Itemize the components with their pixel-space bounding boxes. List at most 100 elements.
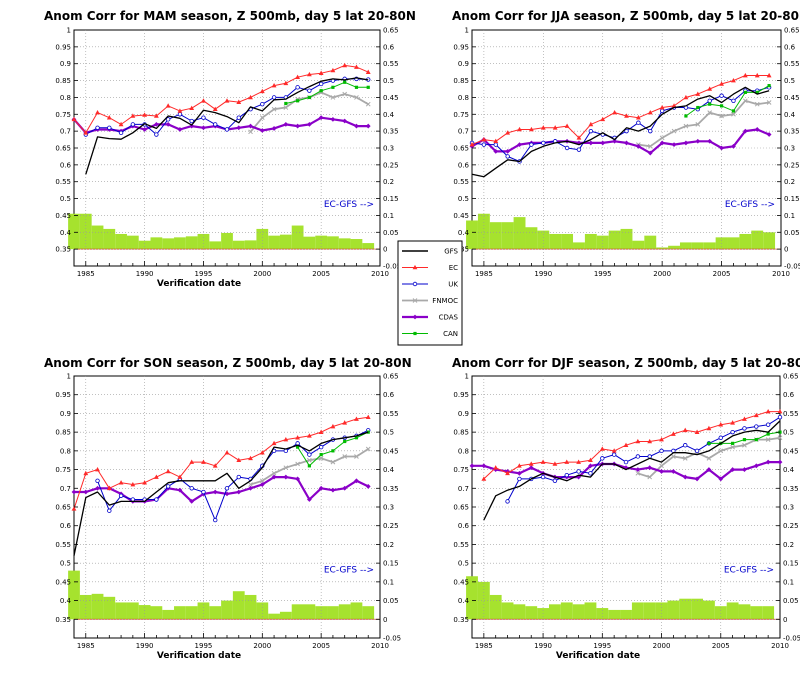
ec-marker [236,99,242,104]
fnmoc-marker [330,95,336,100]
can-marker [331,449,335,453]
diff-bar [549,233,562,250]
cdas-marker [71,489,77,495]
y2-tick-label: 0.4 [784,111,796,119]
ec-marker [564,123,570,128]
ec-marker [330,67,336,73]
y-tick-label: 1 [465,373,469,381]
uk-marker [154,132,159,137]
legend-label-can: CAN [443,330,458,338]
uk-marker [236,115,241,120]
diff-bar [525,606,538,620]
uk-marker [271,95,277,100]
uk-marker [659,448,664,454]
y-tick-label: 0.85 [453,77,469,85]
y2-tick-label: 0.45 [783,447,799,455]
ec-marker [153,474,159,479]
can-marker [307,464,311,468]
x-tick-label: 1985 [475,642,493,650]
x-tick-label: 1990 [534,270,552,278]
x-tick-label: 2010 [371,642,389,650]
ec-marker [118,121,124,127]
can-marker [767,84,771,88]
uk-marker [683,443,688,448]
uk-marker [718,435,723,440]
diff-bar [91,593,104,620]
y2-tick-label: 0.3 [383,504,394,512]
ec-marker [295,435,301,440]
fnmoc-marker [248,129,253,135]
ec-marker [306,71,312,77]
ec-marker [283,80,289,86]
diff-bar [197,233,210,250]
cdas-marker [271,126,277,131]
uk-marker [588,471,593,476]
chart-panel-4: 0.35 0.4 0.45 0.5 0.55 0.6 0.65 0.7 0.75 0.8 0.85 0… [452,356,800,661]
diff-bar [315,235,328,250]
fnmoc-marker [283,465,289,471]
x-tick-label: 2005 [312,270,330,278]
y2-tick-label: 0.55 [383,410,399,418]
diff-bar [138,240,151,250]
y-tick-label: 1 [67,27,71,35]
ec-marker [516,463,522,468]
cdas-marker [588,463,593,469]
uk-marker [481,142,487,147]
cdas-marker [177,127,183,132]
y-tick-label: 0.7 [458,485,469,493]
ec-marker [766,72,772,78]
cdas-marker [201,125,206,131]
cdas-marker [365,123,371,129]
diff-bar [327,236,339,250]
can-marker [708,102,712,106]
y2-tick-label: 0.65 [783,373,799,381]
diff-bar [327,606,339,620]
uk-marker [505,499,510,504]
uk-marker [412,281,418,287]
ec-marker [647,438,653,444]
ec-marker [236,457,242,463]
ec-marker [623,442,629,448]
fnmoc-marker [765,437,771,442]
uk-marker [189,486,194,491]
diff-bar [103,596,116,620]
y-tick-label: 0.6 [60,522,72,530]
ec-marker [753,412,759,418]
ec-marker [576,459,582,464]
can-marker [719,104,724,108]
y-tick-label: 0.5 [458,560,469,568]
uk-marker [177,112,183,117]
y2-tick-label: 0.25 [383,161,399,169]
uk-marker [517,476,522,482]
ec-marker [259,88,265,94]
fnmoc-marker [706,455,712,461]
x-tick-label: 1985 [475,270,493,278]
uk-marker [624,128,629,134]
ec-marker [588,121,594,127]
legend: GFS EC UK FNMOC CDAS CAN [397,240,463,346]
y2-tick-label: 0.45 [383,447,399,455]
ec-marker [469,142,475,147]
y-tick-label: 0.35 [453,616,469,624]
cdas-marker [295,123,301,129]
ec-marker [177,474,183,479]
ec-marker [540,125,546,130]
diff-bar [501,222,514,250]
can-marker [284,101,288,106]
y-tick-label: 0.4 [458,229,470,237]
uk-marker [130,122,136,127]
y2-tick-label: 0.3 [383,145,394,153]
y2-tick-label: 0.15 [383,560,399,568]
ec-marker [142,480,148,485]
y-tick-label: 0.45 [55,578,71,586]
ec-marker [718,422,724,427]
y-tick-label: 0.8 [60,94,71,102]
ec-line [73,416,369,510]
diff-bar [489,222,502,250]
ec-gfs-annotation: EC-GFS --> [725,200,775,210]
cdas-marker [248,485,253,491]
uk-marker [307,452,312,457]
diff-bar [726,602,739,620]
cdas-marker [624,140,629,146]
